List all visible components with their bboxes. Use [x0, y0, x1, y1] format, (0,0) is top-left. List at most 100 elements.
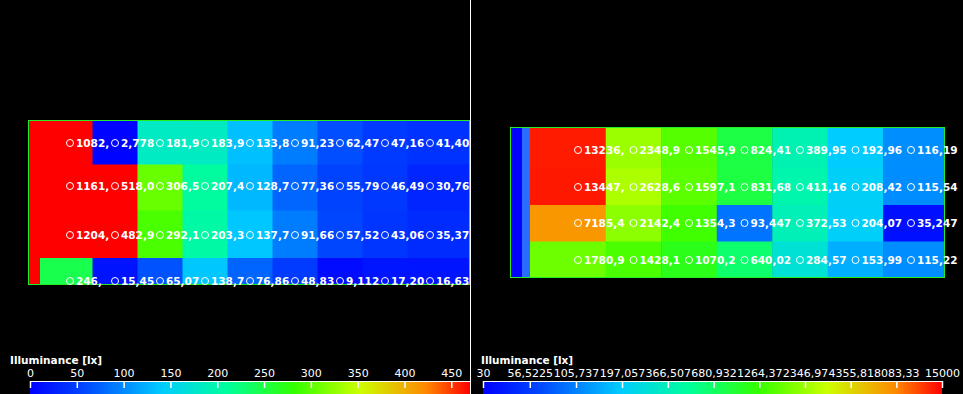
data-label: 43,06	[391, 229, 424, 241]
sensor-point	[337, 278, 344, 285]
tick-label: 8083,33	[874, 367, 920, 380]
tick: 300	[301, 367, 322, 388]
data-label: 128,7	[256, 180, 289, 192]
tick: 2346,97	[783, 367, 829, 388]
point-labels: 13236,2348,91545,9824,41389,95192,96116,…	[575, 144, 958, 266]
sensor-point	[797, 147, 804, 154]
sensor-point	[337, 232, 344, 239]
data-label: 16,63	[436, 275, 469, 287]
data-label: 1161,	[76, 180, 109, 192]
sensor-point	[686, 147, 693, 154]
sensor-point	[382, 183, 389, 190]
tick-label: 680,932	[691, 367, 737, 380]
data-label: 9,112	[346, 275, 379, 287]
data-label: 204,07	[862, 217, 903, 229]
tick-label: 450	[441, 367, 462, 380]
tick: 400	[394, 367, 415, 388]
sensor-point	[247, 140, 254, 147]
data-label: 115,54	[917, 181, 958, 193]
data-label: 47,16	[391, 137, 424, 149]
sensor-point	[908, 147, 915, 154]
tick-mark	[357, 381, 359, 388]
data-label: 482,9	[121, 229, 154, 241]
background	[0, 0, 963, 394]
sensor-point	[292, 183, 299, 190]
tick-label: 15000	[925, 367, 960, 380]
tick-mark	[530, 381, 532, 388]
tick-label: 200	[207, 367, 228, 380]
data-label: 831,68	[751, 181, 792, 193]
sensor-point	[67, 140, 74, 147]
sensor-point	[157, 232, 164, 239]
data-label: 640,02	[751, 254, 792, 266]
data-label: 153,99	[862, 254, 903, 266]
sensor-point	[797, 184, 804, 191]
data-label: 192,96	[862, 144, 903, 156]
axis-line	[484, 381, 943, 382]
sensor-point	[741, 257, 748, 264]
data-label: 17,20	[391, 275, 424, 287]
sensor-point	[202, 232, 209, 239]
sensor-point	[575, 147, 582, 154]
tick-label: 0	[27, 367, 34, 380]
tick-mark	[77, 381, 79, 388]
sensor-point	[247, 278, 254, 285]
tick-label: 400	[394, 367, 415, 380]
sensor-point	[797, 257, 804, 264]
cells	[28, 120, 470, 285]
sensor-point	[157, 278, 164, 285]
tick: 1264,37	[737, 367, 783, 388]
data-label: 518,0	[121, 180, 154, 192]
data-label: 2,778	[121, 137, 154, 149]
sensor-point	[908, 184, 915, 191]
data-label: 1354,3	[695, 217, 736, 229]
tick-label: 300	[301, 367, 322, 380]
sensor-point	[686, 184, 693, 191]
sensor-point	[427, 183, 434, 190]
tick: 8083,33	[874, 367, 920, 388]
data-label: 137,7	[256, 229, 289, 241]
data-label: 91,66	[301, 229, 334, 241]
data-label: 13447,	[584, 181, 625, 193]
tick-mark	[942, 381, 944, 388]
tick-mark	[850, 381, 852, 388]
data-label: 116,19	[917, 144, 958, 156]
sensor-point	[630, 257, 637, 264]
sensor-point	[852, 147, 859, 154]
tick: 56,5225	[508, 367, 554, 388]
tick-mark	[404, 381, 406, 388]
data-label: 76,86	[256, 275, 289, 287]
data-label: 1070,2	[695, 254, 736, 266]
tick-label: 105,737	[554, 367, 600, 380]
data-label: 183,9	[211, 137, 244, 149]
data-label: 13236,	[584, 144, 625, 156]
data-label: 824,41	[751, 144, 792, 156]
sensor-point	[575, 184, 582, 191]
sensor-point	[67, 278, 74, 285]
tick-mark	[896, 381, 898, 388]
window-strip	[510, 127, 522, 278]
sensor-point	[112, 278, 119, 285]
sensor-point	[157, 183, 164, 190]
tick-label: 1264,37	[737, 367, 783, 380]
sensor-point	[427, 232, 434, 239]
sensor-point	[292, 232, 299, 239]
data-label: 2628,6	[640, 181, 681, 193]
sensor-point	[741, 147, 748, 154]
sensor-point	[292, 278, 299, 285]
data-label: 208,42	[862, 181, 903, 193]
sensor-point	[630, 184, 637, 191]
tick-label: 197,057	[600, 367, 646, 380]
sensor-point	[575, 257, 582, 264]
data-label: 1780,9	[584, 254, 625, 266]
data-label: 411,16	[806, 181, 847, 193]
colorbar-title: Illuminance [lx]	[481, 354, 573, 366]
data-label: 372,53	[806, 217, 847, 229]
data-label: 1082,	[76, 137, 109, 149]
sensor-point	[908, 220, 915, 227]
sensor-point	[382, 278, 389, 285]
window-strip	[28, 120, 40, 285]
sensor-point	[247, 183, 254, 190]
tick-label: 250	[254, 367, 275, 380]
sensor-point	[630, 220, 637, 227]
